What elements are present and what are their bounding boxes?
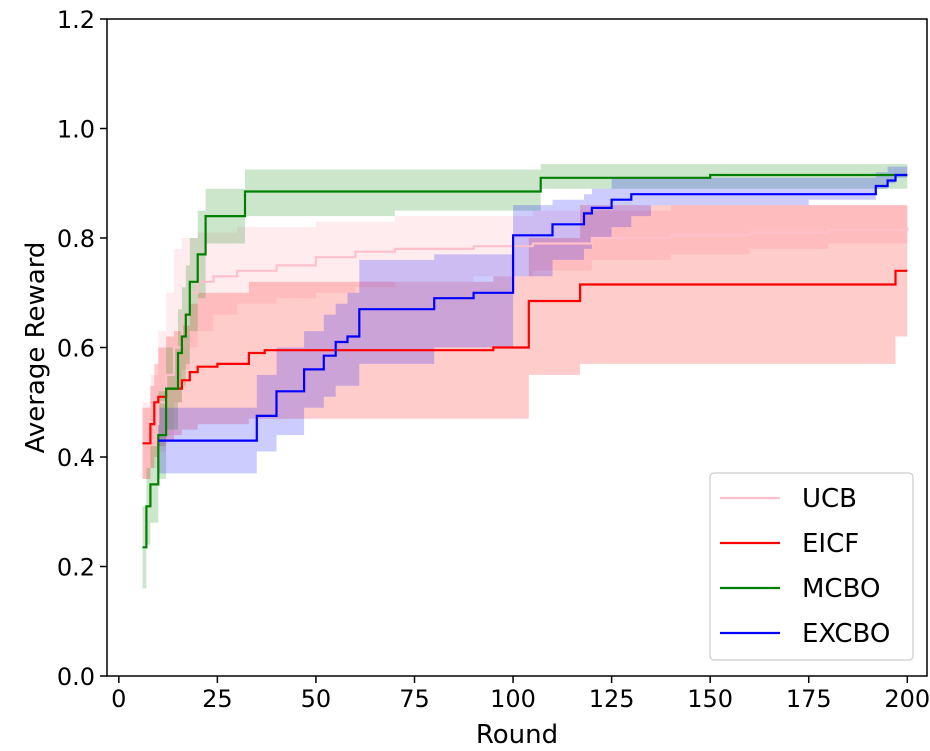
x-tick-label: 150 xyxy=(687,685,733,713)
x-tick-label: 200 xyxy=(884,685,930,713)
y-tick-label: 0.0 xyxy=(57,663,95,691)
y-tick-label: 0.2 xyxy=(57,554,95,582)
y-axis-label: Average Reward xyxy=(21,242,51,454)
legend-label-mcbo: MCBO xyxy=(802,574,880,604)
series-lines xyxy=(142,173,909,549)
band-excbo xyxy=(158,166,908,474)
confidence-bands xyxy=(142,164,908,589)
line-ucb xyxy=(142,227,909,442)
y-tick-label: 0.4 xyxy=(57,444,95,472)
y-tick-label: 1.0 xyxy=(57,116,95,144)
legend-label-eicf: EICF xyxy=(802,529,859,559)
band-ucb xyxy=(142,199,908,479)
x-tick-label: 75 xyxy=(399,685,430,713)
y-tick-label: 1.2 xyxy=(57,6,95,34)
x-tick-label: 175 xyxy=(786,685,832,713)
y-tick-label: 0.6 xyxy=(57,335,95,363)
legend-label-ucb: UCB xyxy=(802,484,857,514)
y-tick-label: 0.8 xyxy=(57,225,95,253)
legend: UCB EICF MCBO EXCBO xyxy=(709,472,914,661)
y-axis: 0.0 0.2 0.4 0.6 0.8 1.0 1.2 xyxy=(57,6,107,691)
band-mcbo xyxy=(142,164,908,589)
x-tick-label: 0 xyxy=(111,685,126,713)
x-axis-label: Round xyxy=(476,720,558,750)
legend-box xyxy=(709,472,914,661)
line-eicf xyxy=(142,269,908,445)
band-eicf xyxy=(142,205,908,479)
x-tick-label: 125 xyxy=(589,685,635,713)
x-tick-label: 100 xyxy=(490,685,536,713)
x-tick-label: 25 xyxy=(202,685,233,713)
x-axis: 0 25 50 75 100 125 150 175 200 xyxy=(111,676,930,713)
legend-label-excbo: EXCBO xyxy=(802,619,890,649)
x-tick-label: 50 xyxy=(301,685,332,713)
line-mcbo xyxy=(142,173,908,549)
line-excbo xyxy=(158,173,908,442)
